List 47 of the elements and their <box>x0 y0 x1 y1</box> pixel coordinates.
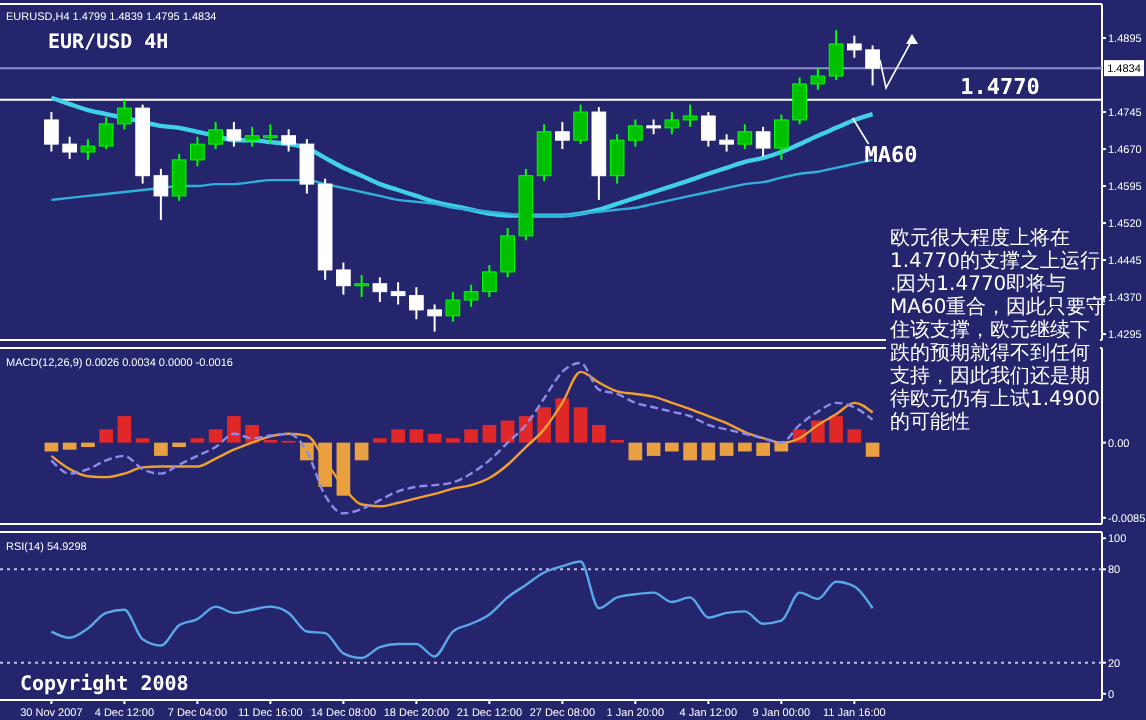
bar <box>865 442 880 457</box>
bar <box>427 433 442 443</box>
bar <box>117 416 132 443</box>
line-series <box>50 560 874 660</box>
bar <box>573 407 588 443</box>
ref-line-label: 1.4770 <box>960 73 1040 100</box>
bar <box>208 429 223 443</box>
candlestick <box>737 123 753 151</box>
candlestick <box>80 138 96 161</box>
bar <box>738 442 752 452</box>
annotation: MA60 <box>864 142 918 169</box>
bar <box>62 442 77 450</box>
bar <box>464 429 478 443</box>
bar <box>665 442 679 452</box>
bar <box>756 442 770 456</box>
text: EUR/USD 4H <box>48 32 169 54</box>
bar <box>701 442 716 461</box>
bar <box>592 424 606 443</box>
candlestick <box>755 125 771 158</box>
bar <box>482 424 497 443</box>
bar <box>391 429 405 443</box>
candlestick <box>354 273 369 299</box>
bar <box>354 442 369 461</box>
bar <box>99 429 113 443</box>
bar <box>555 398 570 443</box>
annotation: Copyright 2008 <box>20 672 189 696</box>
bar <box>628 442 643 461</box>
candlestick <box>682 103 698 128</box>
candlestick <box>664 111 680 136</box>
bar <box>409 429 424 443</box>
bar <box>500 420 515 443</box>
bar <box>154 442 168 456</box>
bar <box>847 429 862 443</box>
candlestick <box>372 276 388 304</box>
candlestick <box>555 120 570 151</box>
bar <box>683 442 697 461</box>
candlestick <box>536 123 552 183</box>
bar <box>829 416 843 443</box>
candlestick <box>226 120 242 148</box>
bar <box>172 442 186 448</box>
candlestick <box>828 29 844 81</box>
bar <box>719 442 734 456</box>
bar <box>646 442 661 456</box>
bar <box>81 442 95 448</box>
candlestick <box>573 103 588 146</box>
candlestick <box>445 291 461 323</box>
bar <box>227 416 241 443</box>
